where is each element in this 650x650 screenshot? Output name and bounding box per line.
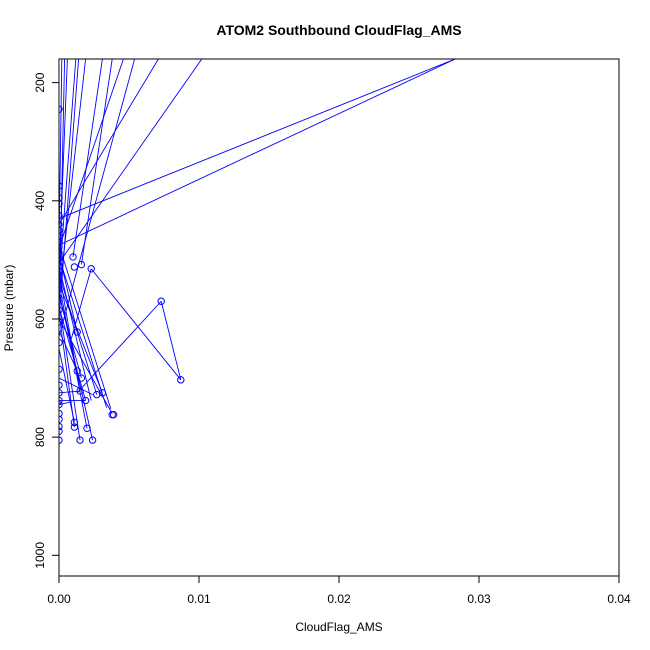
data-point [59,338,63,347]
x-tick-label: 0.00 [47,592,71,606]
data-point [59,268,63,276]
data-point [70,423,79,431]
series-line-segment [69,268,92,343]
data-point [98,389,107,397]
x-tick-label: 0.02 [327,592,351,606]
series-line-segment [59,59,63,249]
chart-title: ATOM2 Southbound CloudFlag_AMS [216,22,461,38]
data-point [87,265,95,273]
data-point [59,232,63,240]
data-point [157,297,165,305]
data-point [70,418,79,427]
series-line-segment [59,348,75,423]
series-line-segment [59,59,136,337]
data-point [76,436,84,444]
series-line-segment [59,59,203,264]
data-point [59,294,63,302]
data-point [59,238,63,246]
data-point [59,427,63,435]
data-point [69,253,77,261]
data-point [59,249,63,257]
data-point [59,273,63,282]
data-point [59,226,63,235]
x-tick-label: 0.04 [607,592,631,606]
series-line-segment [80,59,113,265]
data-point [59,194,63,202]
data-point [70,263,79,271]
data-point [83,424,91,432]
data-point [59,211,63,220]
data-point [59,415,63,424]
x-tick-label: 0.03 [467,592,491,606]
series-line-segment [59,330,78,372]
data-point [88,436,97,444]
data-point [59,389,63,397]
data-point [177,376,185,384]
data-point [77,374,86,382]
y-tick-label: 1000 [33,542,47,569]
series-line-segment [59,304,81,441]
data-point [59,365,63,373]
series-line-segment [59,59,159,225]
data-point [59,182,63,190]
series-line-segment [59,401,72,406]
x-axis-title: CloudFlag_AMS [295,620,382,634]
y-axis-title: Pressure (mbar) [2,265,16,352]
data-point [59,262,63,270]
series-line-segment [72,59,103,258]
data-point [59,279,63,288]
plot-area [59,59,456,444]
series-line-segment [59,318,113,414]
series-line-segment [59,59,124,249]
data-point [109,410,118,419]
data-point [76,387,84,395]
series-line-segment [76,300,162,394]
series-line-segment [59,283,103,394]
series-line-segment [59,265,92,401]
y-tick-label: 200 [33,72,47,92]
series-line-segment [59,295,82,379]
series-line-segment [59,244,112,409]
series-line-segment [59,377,93,396]
data-point [59,400,63,409]
y-tick-label: 800 [33,427,47,447]
data-point [59,255,63,263]
series-line-segment [59,307,87,401]
data-point [59,243,63,251]
data-point [59,306,63,314]
data-point [59,422,63,431]
data-point [59,381,63,389]
data-point [59,105,63,113]
data-point [59,409,63,418]
series-line-segment [160,301,182,380]
y-axis: 200 400 600 800 1000 [33,72,60,569]
data-point [81,396,90,405]
data-point [73,328,81,336]
x-axis: 0.00 0.01 0.02 0.03 0.04 [47,575,631,606]
data-point [59,318,63,326]
series-line-segment [59,59,456,219]
series-line-segment [59,59,80,320]
y-tick-label: 400 [33,190,47,210]
x-tick-label: 0.01 [187,592,211,606]
data-point [59,200,63,208]
data-point [73,367,81,375]
y-tick-label: 600 [33,309,47,329]
data-point [59,396,63,405]
series-line-segment [59,59,456,246]
data-point [77,260,86,269]
plot-frame [58,58,620,577]
data-point [59,436,63,444]
series-line-segment [90,268,182,381]
data-point [59,220,63,229]
